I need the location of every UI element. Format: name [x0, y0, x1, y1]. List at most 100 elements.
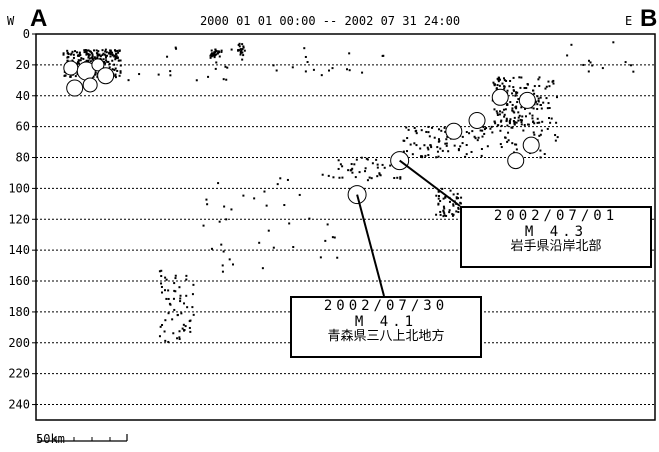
hypocenter-point — [358, 171, 361, 174]
hypocenter-point — [456, 192, 459, 195]
hypocenter-point — [601, 67, 604, 70]
hypocenter-point — [536, 117, 539, 120]
hypocenter-point — [182, 323, 185, 326]
hypocenter-point — [111, 51, 114, 54]
hypocenter-point — [117, 59, 120, 62]
hypocenter-point — [159, 325, 162, 328]
hypocenter-point — [167, 289, 170, 292]
hypocenter-point — [360, 156, 363, 159]
hypocenter-point — [442, 205, 445, 208]
hypocenter-point — [523, 123, 526, 126]
hypocenter-point — [89, 60, 92, 63]
hypocenter-point — [77, 59, 80, 62]
hypocenter-point — [587, 59, 590, 62]
hypocenter-point — [215, 61, 218, 64]
hypocenter-point — [533, 85, 536, 88]
hypocenter-point — [105, 59, 108, 62]
hypocenter-point — [185, 294, 188, 297]
callout-date: 2002/07/01 — [493, 208, 619, 224]
callout-leader-line — [399, 159, 461, 207]
hypocenter-point — [442, 197, 445, 200]
hypocenter-point — [189, 330, 192, 333]
hypocenter-point — [328, 69, 331, 72]
hypocenter-point — [520, 121, 523, 124]
hypocenter-point — [119, 64, 122, 67]
hypocenter-point — [508, 122, 511, 125]
hypocenter-point — [446, 135, 449, 138]
hypocenter-point — [167, 312, 170, 315]
hypocenter-point — [437, 138, 440, 141]
hypocenter-point — [186, 306, 189, 309]
hypocenter-point — [502, 108, 505, 111]
hypocenter-point — [216, 52, 219, 55]
hypocenter-point — [493, 108, 496, 111]
hypocenter-point — [505, 103, 508, 106]
hypocenter-point — [443, 207, 446, 210]
y-tick-label: 160 — [8, 274, 30, 288]
hypocenter-point — [69, 53, 72, 56]
hypocenter-point — [511, 103, 514, 106]
hypocenter-point — [239, 50, 242, 53]
hypocenter-point — [427, 148, 430, 151]
callout-leader-line — [356, 194, 385, 297]
hypocenter-point — [512, 119, 515, 122]
hypocenter-point — [178, 286, 181, 289]
scale-bar — [37, 434, 128, 442]
major-event-circles — [63, 58, 540, 205]
hypocenter-point — [445, 142, 448, 145]
hypocenter-point — [116, 69, 119, 72]
hypocenter-point — [93, 56, 96, 59]
hypocenter-point — [471, 130, 474, 133]
hypocenter-point — [406, 137, 409, 140]
hypocenter-point — [459, 202, 462, 205]
hypocenter-point — [515, 107, 518, 110]
hypocenter-point — [109, 49, 112, 52]
hypocenter-point — [415, 132, 418, 135]
hypocenter-point — [96, 53, 99, 56]
hypocenter-point — [555, 121, 558, 124]
hypocenter-point — [109, 50, 112, 53]
hypocenter-point — [85, 53, 88, 56]
callout-2002-07-01: 2002/07/01 M 4.3 岩手県沿岸北部 — [460, 206, 652, 268]
hypocenter-point — [108, 66, 111, 69]
y-tick-label: 220 — [8, 367, 30, 381]
hypocenter-point — [241, 58, 244, 61]
hypocenter-point — [195, 79, 198, 82]
hypocenter-point — [382, 54, 385, 57]
hypocenter-point — [279, 177, 282, 180]
hypocenter-point — [460, 196, 463, 199]
hypocenter-point — [515, 91, 518, 94]
hypocenter-point — [339, 163, 342, 166]
hypocenter-point — [503, 115, 506, 118]
hypocenter-point — [104, 50, 107, 53]
hypocenter-point — [538, 134, 541, 137]
hypocenter-point — [174, 277, 177, 280]
hypocenter-point — [66, 59, 69, 62]
hypocenter-point — [102, 52, 105, 55]
hypocenter-point — [443, 126, 446, 129]
hypocenter-point — [496, 77, 499, 80]
hypocenter-point — [80, 57, 83, 60]
hypocenter-point — [436, 146, 439, 149]
hypocenter-point — [306, 61, 309, 64]
callout-magnitude: M 4.1 — [354, 314, 418, 331]
hypocenter-point — [116, 49, 119, 52]
hypocenter-point — [455, 196, 458, 199]
hypocenter-point — [624, 61, 627, 64]
hypocenter-point — [427, 154, 430, 157]
hypocenter-point — [158, 270, 161, 273]
hypocenter-point — [91, 55, 94, 58]
hypocenter-point — [210, 247, 213, 250]
hypocenter-point — [64, 74, 67, 77]
hypocenter-point — [420, 155, 423, 158]
hypocenter-point — [213, 56, 216, 59]
hypocenter-point — [168, 302, 171, 305]
hypocenter-point — [96, 54, 99, 57]
hypocenter-point — [413, 142, 416, 145]
hypocenter-point — [536, 95, 539, 98]
hypocenter-point — [513, 111, 516, 114]
section-start-label: A — [30, 5, 47, 32]
hypocenter-point — [304, 55, 307, 58]
hypocenter-point — [523, 87, 526, 90]
hypocenter-point — [222, 78, 225, 81]
